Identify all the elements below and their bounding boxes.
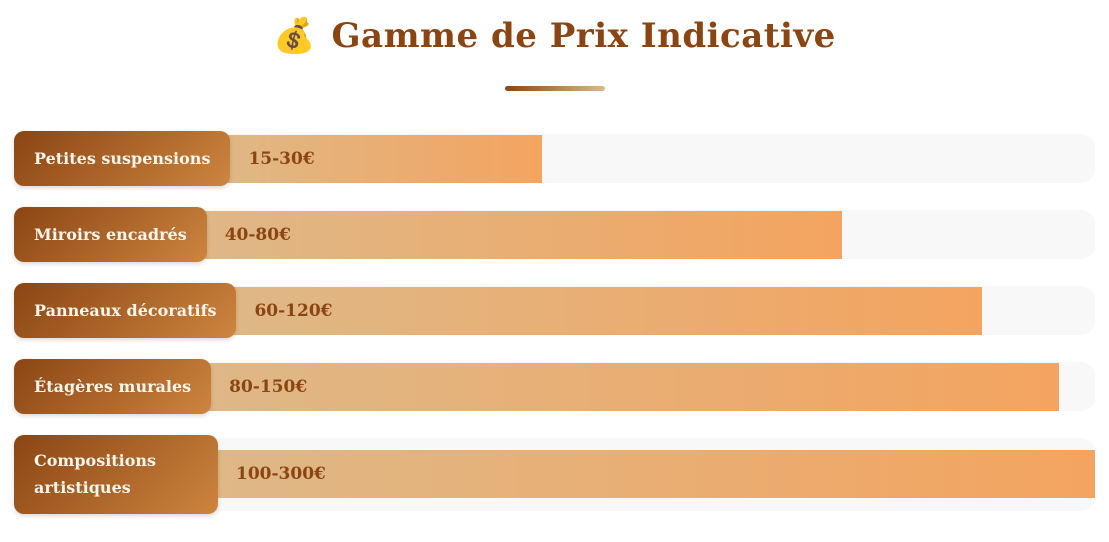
category-label-text: Petites suspensions [34, 149, 211, 169]
price-row: Miroirs encadrés 40-80€ [14, 207, 1095, 263]
price-row: Étagères murales 80-150€ [14, 359, 1095, 415]
category-label: Petites suspensions [14, 131, 231, 187]
price-value: 60-120€ [254, 300, 333, 321]
price-bar: 100-300€ [204, 450, 1095, 499]
bar-track: 100-300€ [204, 438, 1095, 511]
category-label-text: Miroirs encadrés [34, 225, 187, 245]
price-row: Petites suspensions 15-30€ [14, 131, 1095, 187]
price-row: Panneaux décoratifs 60-120€ [14, 283, 1095, 339]
category-label-text: Étagères murales [34, 377, 192, 397]
category-label: Miroirs encadrés [14, 207, 207, 263]
category-label: Panneaux décoratifs [14, 283, 237, 339]
price-bar: 40-80€ [192, 210, 843, 259]
page-title: Gamme de Prix Indicative [331, 16, 836, 56]
chart-header: 💰 Gamme de Prix Indicative [14, 14, 1095, 58]
bar-track: 15-30€ [216, 134, 1095, 184]
price-row: Compositions artistiques 100-300€ [14, 435, 1095, 514]
price-bar: 15-30€ [216, 134, 542, 183]
title-underline-divider [504, 86, 605, 92]
category-label-text: Compositions artistiques [34, 451, 157, 498]
bar-track: 80-150€ [197, 362, 1095, 412]
money-bag-icon: 💰 [273, 16, 316, 57]
price-bars: Petites suspensions 15-30€ Miroirs encad… [14, 131, 1095, 514]
price-value: 15-30€ [248, 148, 315, 169]
category-label-text: Panneaux décoratifs [34, 301, 217, 321]
price-value: 80-150€ [229, 376, 308, 397]
bar-track: 60-120€ [222, 286, 1095, 336]
category-label: Compositions artistiques [14, 435, 218, 514]
price-value: 100-300€ [236, 464, 326, 485]
bar-track: 40-80€ [192, 210, 1095, 260]
price-value: 40-80€ [224, 224, 291, 245]
price-bar: 80-150€ [197, 362, 1060, 411]
price-bar: 60-120€ [222, 286, 982, 335]
category-label: Étagères murales [14, 359, 212, 415]
